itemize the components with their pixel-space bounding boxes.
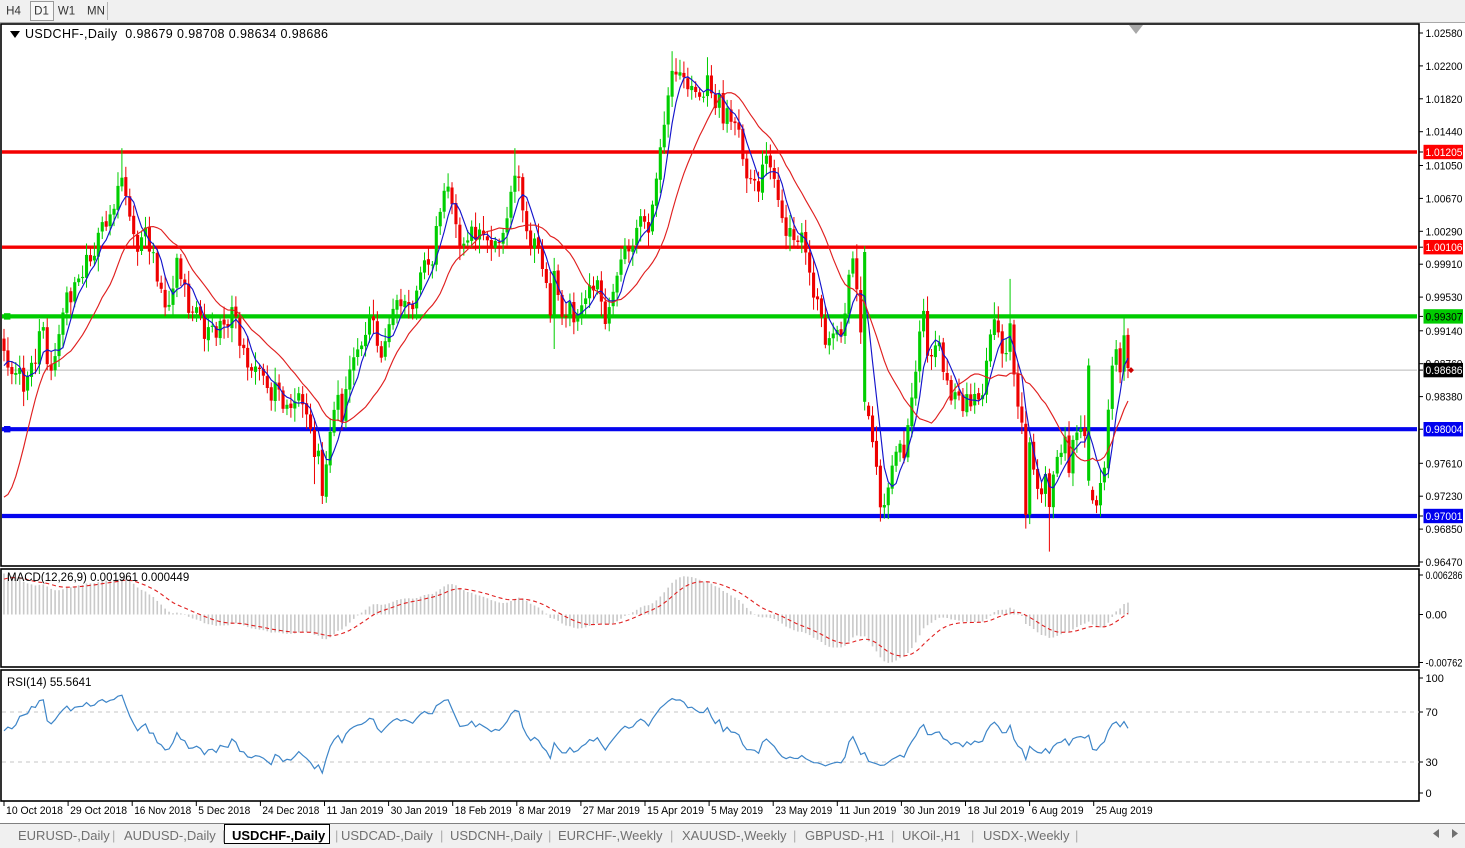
svg-text:|: |: [891, 828, 894, 843]
svg-text:1.00670: 1.00670: [1426, 193, 1463, 205]
svg-text:-0.00762: -0.00762: [1426, 658, 1463, 670]
svg-text:|: |: [971, 828, 974, 843]
svg-text:MACD(12,26,9) 0.001961 0.00044: MACD(12,26,9) 0.001961 0.000449: [7, 572, 189, 584]
svg-text:|: |: [222, 828, 225, 843]
svg-text:0.97610: 0.97610: [1426, 458, 1463, 470]
svg-text:AUDUSD-,Daily: AUDUSD-,Daily: [124, 828, 216, 843]
svg-text:1.00106: 1.00106: [1426, 242, 1463, 254]
svg-text:0.97230: 0.97230: [1426, 491, 1463, 503]
svg-text:1.02580: 1.02580: [1426, 28, 1463, 40]
svg-text:USDCHF-,Daily: USDCHF-,Daily: [232, 828, 326, 843]
svg-text:USDCNH-,Daily: USDCNH-,Daily: [450, 828, 543, 843]
svg-text:USDX-,Weekly: USDX-,Weekly: [983, 828, 1070, 843]
svg-text:UKOil-,H1: UKOil-,H1: [902, 828, 961, 843]
svg-text:H4: H4: [6, 6, 21, 18]
svg-text:0.99910: 0.99910: [1426, 259, 1463, 271]
svg-text:0.98686: 0.98686: [1426, 365, 1463, 377]
svg-text:1.01050: 1.01050: [1426, 161, 1463, 173]
svg-text:D1: D1: [34, 6, 49, 18]
svg-text:24 Dec 2018: 24 Dec 2018: [262, 805, 319, 817]
svg-text:USDCHF-,Daily 0.98679 0.98708: USDCHF-,Daily 0.98679 0.98708 0.98634 0.…: [25, 27, 328, 41]
svg-text:23 May 2019: 23 May 2019: [775, 805, 832, 817]
svg-text:11 Jan 2019: 11 Jan 2019: [327, 805, 384, 817]
svg-text:1.02200: 1.02200: [1426, 61, 1463, 73]
svg-text:|: |: [112, 828, 115, 843]
svg-text:100: 100: [1426, 673, 1444, 685]
svg-text:30: 30: [1426, 757, 1438, 769]
svg-text:RSI(14) 55.5641: RSI(14) 55.5641: [7, 677, 91, 689]
svg-text:W1: W1: [58, 6, 75, 18]
svg-text:0.99140: 0.99140: [1426, 326, 1463, 338]
svg-text:1.01440: 1.01440: [1426, 127, 1463, 139]
svg-text:5 May 2019: 5 May 2019: [711, 805, 763, 817]
svg-text:70: 70: [1426, 707, 1438, 719]
svg-text:0.00: 0.00: [1426, 610, 1447, 622]
svg-text:|: |: [793, 828, 796, 843]
svg-text:0.97001: 0.97001: [1426, 511, 1463, 523]
svg-text:8 Mar 2019: 8 Mar 2019: [519, 805, 571, 817]
svg-text:5 Dec 2018: 5 Dec 2018: [198, 805, 250, 817]
svg-text:USDCAD-,Daily: USDCAD-,Daily: [341, 828, 433, 843]
svg-text:0: 0: [1426, 788, 1432, 800]
svg-text:6 Aug 2019: 6 Aug 2019: [1032, 805, 1084, 817]
svg-text:EURCHF-,Weekly: EURCHF-,Weekly: [558, 828, 663, 843]
svg-text:27 Mar 2019: 27 Mar 2019: [583, 805, 640, 817]
svg-text:|: |: [440, 828, 443, 843]
svg-text:10 Oct 2018: 10 Oct 2018: [6, 805, 63, 817]
svg-text:MN: MN: [87, 6, 105, 18]
svg-text:0.98004: 0.98004: [1426, 424, 1463, 436]
svg-text:16 Nov 2018: 16 Nov 2018: [134, 805, 191, 817]
svg-text:0.96850: 0.96850: [1426, 524, 1463, 536]
svg-text:0.006286: 0.006286: [1426, 570, 1463, 582]
svg-text:XAUUSD-,Weekly: XAUUSD-,Weekly: [682, 828, 787, 843]
svg-text:30 Jan 2019: 30 Jan 2019: [391, 805, 448, 817]
svg-text:0.98380: 0.98380: [1426, 392, 1463, 404]
svg-text:1.01820: 1.01820: [1426, 94, 1463, 106]
svg-text:|: |: [670, 828, 673, 843]
svg-text:18 Feb 2019: 18 Feb 2019: [455, 805, 512, 817]
svg-text:11 Jun 2019: 11 Jun 2019: [839, 805, 896, 817]
svg-text:0.99307: 0.99307: [1426, 311, 1463, 323]
svg-text:30 Jun 2019: 30 Jun 2019: [903, 805, 960, 817]
svg-text:1.00290: 1.00290: [1426, 226, 1463, 238]
svg-text:29 Oct 2018: 29 Oct 2018: [70, 805, 127, 817]
svg-text:1.01205: 1.01205: [1426, 147, 1463, 159]
svg-text:18 Jul 2019: 18 Jul 2019: [968, 805, 1025, 817]
svg-text:0.96470: 0.96470: [1426, 557, 1463, 569]
svg-text:25 Aug 2019: 25 Aug 2019: [1096, 805, 1153, 817]
svg-text:GBPUSD-,H1: GBPUSD-,H1: [805, 828, 884, 843]
svg-text:0.99530: 0.99530: [1426, 292, 1463, 304]
svg-text:|: |: [548, 828, 551, 843]
svg-text:15 Apr 2019: 15 Apr 2019: [647, 805, 704, 817]
svg-text:|: |: [1075, 828, 1078, 843]
svg-text:|: |: [335, 828, 338, 843]
svg-text:EURUSD-,Daily: EURUSD-,Daily: [18, 828, 110, 843]
